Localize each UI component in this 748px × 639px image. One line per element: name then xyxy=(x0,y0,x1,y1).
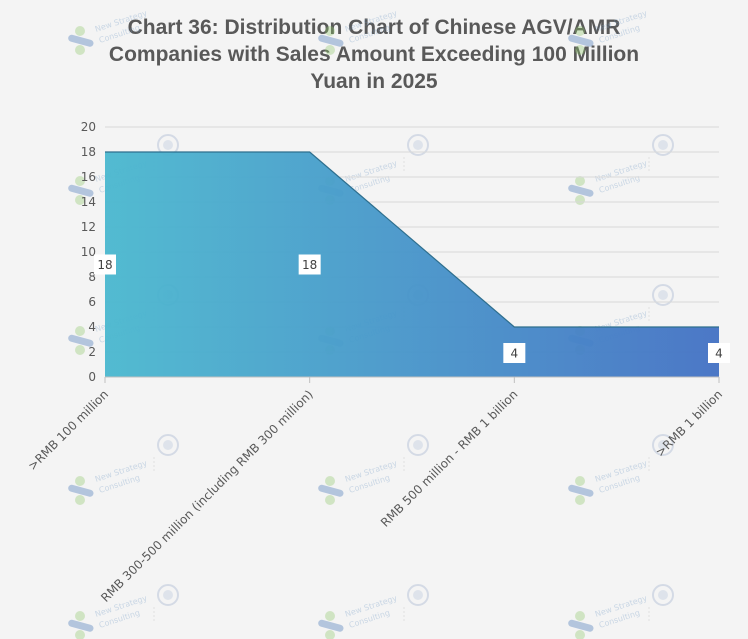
y-tick-label: 10 xyxy=(81,245,96,259)
y-tick-label: 14 xyxy=(81,195,96,209)
data-label-value: 4 xyxy=(511,347,519,361)
y-tick-label: 18 xyxy=(81,145,96,159)
y-tick-label: 0 xyxy=(88,370,96,384)
x-category-label: >RMB 100 million xyxy=(25,387,111,473)
watermark-seal xyxy=(648,434,674,471)
x-category-label: RMB 500 million - RMB 1 billion xyxy=(378,387,520,529)
watermark-seal xyxy=(153,584,179,621)
y-tick-label: 6 xyxy=(88,295,96,309)
data-label: 18 xyxy=(94,254,116,275)
area-fill xyxy=(105,152,719,377)
data-label-value: 4 xyxy=(715,347,723,361)
chart-title: Chart 36: Distribution Chart of Chinese … xyxy=(0,14,748,95)
data-label: 18 xyxy=(298,254,321,275)
x-category-label: >RMB 1 billion xyxy=(653,387,725,459)
y-tick-label: 8 xyxy=(88,270,96,284)
y-tick-label: 20 xyxy=(81,120,96,134)
y-tick-label: 2 xyxy=(88,345,96,359)
area-series xyxy=(105,151,719,377)
watermark-seal xyxy=(403,434,429,471)
chart-title-line-3: Yuan in 2025 xyxy=(310,70,438,93)
chart-title-line-1: Chart 36: Distribution Chart of Chinese … xyxy=(127,16,621,39)
data-label: 4 xyxy=(503,343,526,363)
chart-title-line-2: Companies with Sales Amount Exceeding 10… xyxy=(108,43,640,66)
y-axis: 0 2 4 6 8 10 12 14 16 18 20 xyxy=(81,120,96,384)
watermark-seal xyxy=(648,584,674,621)
y-tick-label: 4 xyxy=(88,320,96,334)
data-labels: 18 18 4 4 xyxy=(94,254,730,363)
y-tick-label: 16 xyxy=(81,170,96,184)
x-category-label: RMB 300-500 million (including RMB 300 m… xyxy=(98,387,316,605)
data-label-value: 18 xyxy=(97,258,112,272)
watermark-seal xyxy=(648,284,674,321)
data-label: 4 xyxy=(708,343,730,363)
watermark-seal xyxy=(403,584,429,621)
data-label-value: 18 xyxy=(302,258,317,272)
y-tick-label: 12 xyxy=(81,220,96,234)
area-outline xyxy=(105,151,719,328)
watermark-seal xyxy=(403,134,429,171)
watermark-seal xyxy=(153,434,179,471)
watermark-seal xyxy=(648,134,674,171)
